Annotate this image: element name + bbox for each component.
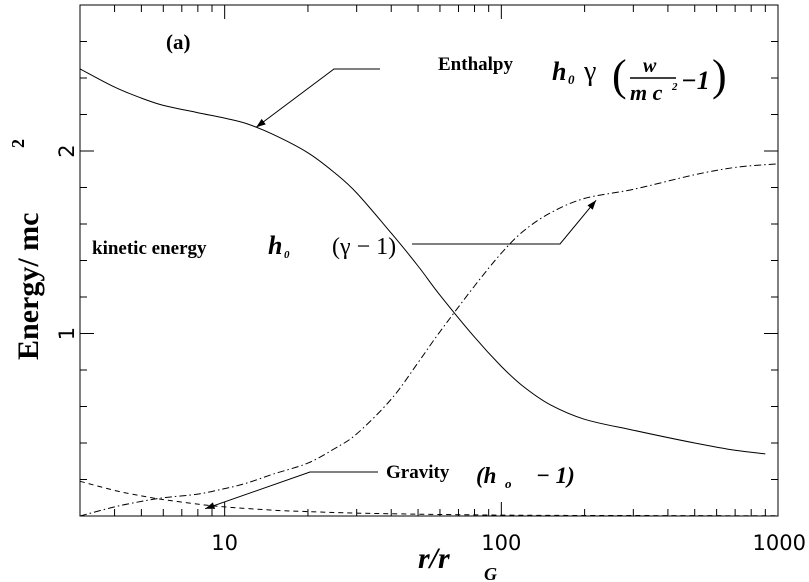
gravity-label: Gravity <box>386 462 450 483</box>
panel-label: (a) <box>166 30 191 54</box>
y-tick-label-1: 2 <box>55 144 79 157</box>
gravity-arrow-head <box>205 502 216 509</box>
x-tick-label-1: 100 <box>481 531 521 555</box>
x-tick-label-0: 10 <box>211 531 238 555</box>
series-line-dashed <box>79 480 779 517</box>
gravity-annotation: Gravity (h o − 1) <box>386 462 575 491</box>
enthalpy-frac-den-sup: 2 <box>671 81 678 93</box>
y-tick-label-0: 1 <box>55 327 79 340</box>
enthalpy-paren-close: ) <box>712 51 727 100</box>
kinetic-h: h <box>268 231 282 260</box>
enthalpy-arrow-line <box>255 68 380 128</box>
enthalpy-arrow-head <box>256 118 266 128</box>
enthalpy-gamma: γ <box>583 56 596 87</box>
y-axis-title-main: Energy/ mc <box>12 213 45 360</box>
enthalpy-frac-num: w <box>643 55 657 77</box>
x-axis-title-sub: G <box>484 564 497 582</box>
enthalpy-label: Enthalpy <box>438 54 513 75</box>
axis-tick-labels: 10 100 1000 1 2 <box>55 144 806 555</box>
gravity-arrow-line <box>204 471 378 510</box>
x-axis-title: r/r G <box>418 542 497 582</box>
enthalpy-paren-open: ( <box>612 51 627 100</box>
gravity-expr-close: − 1) <box>536 463 575 488</box>
y-axis-title-sup: 2 <box>8 139 28 148</box>
enthalpy-h: h <box>552 57 566 86</box>
kinetic-arrow-line <box>412 199 597 245</box>
gravity-expr-sub: o <box>505 476 512 491</box>
enthalpy-frac-den: m c <box>630 80 663 105</box>
kinetic-arrow-head <box>587 200 597 210</box>
gravity-expr-open: (h <box>476 463 496 488</box>
kinetic-h-sub: 0 <box>284 249 290 261</box>
enthalpy-minus-one: −1 <box>681 66 710 95</box>
kinetic-annotation: kinetic energy h 0 (γ − 1) <box>92 231 396 261</box>
enthalpy-h-sub: 0 <box>568 72 575 87</box>
series-line-solid <box>79 68 766 455</box>
data-series <box>79 68 779 517</box>
kinetic-label: kinetic energy <box>92 238 207 259</box>
x-tick-label-2: 1000 <box>753 531 806 555</box>
annotation-arrows <box>204 68 597 510</box>
enthalpy-annotation: Enthalpy h 0 γ ( w m c 2 −1 ) <box>438 51 727 105</box>
y-axis-title: Energy/ mc 2 <box>8 139 45 360</box>
x-axis-title-main: r/r <box>418 542 450 575</box>
axis-ticks <box>79 4 779 517</box>
kinetic-expr: (γ − 1) <box>332 234 396 260</box>
